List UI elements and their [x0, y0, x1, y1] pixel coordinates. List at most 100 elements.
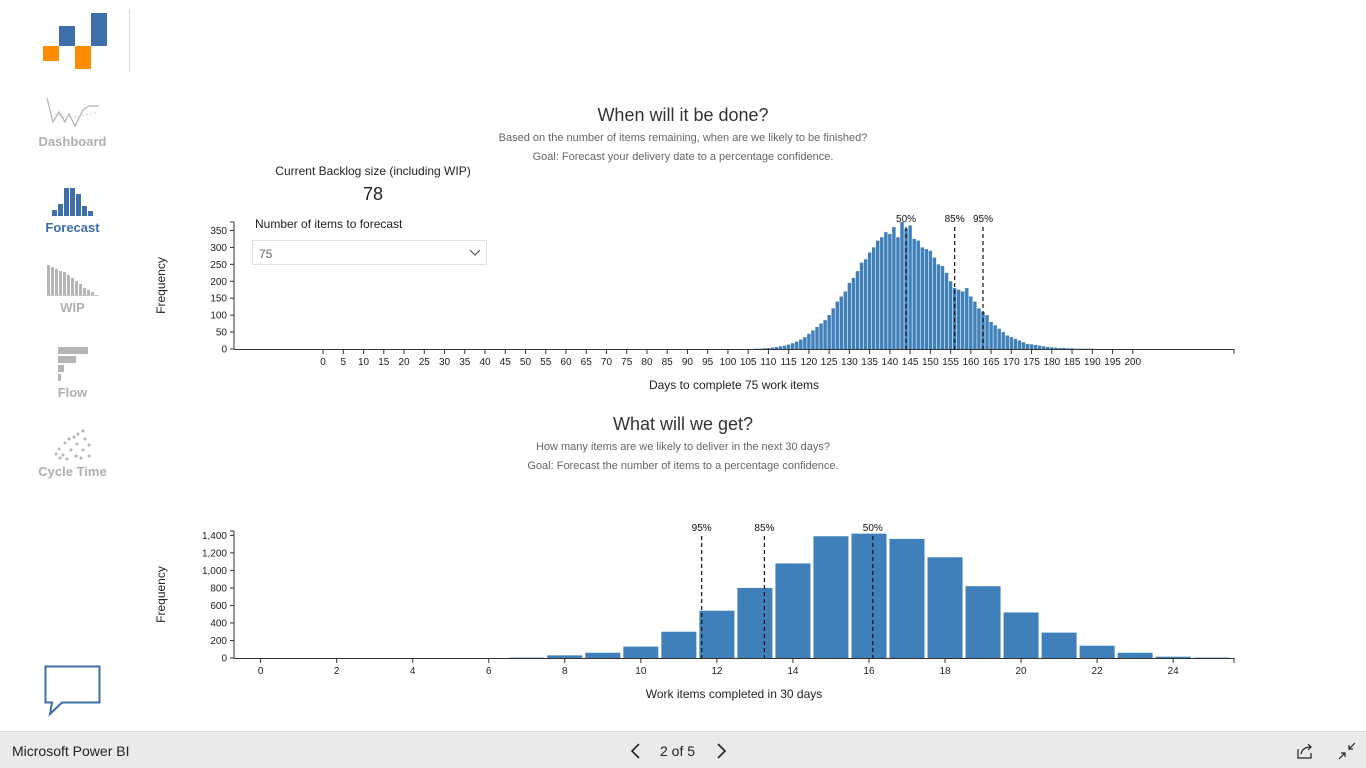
chart1-x-tick-label: 190 [1084, 357, 1101, 368]
chart1-bar [908, 225, 912, 349]
page-indicator: 2 of 5 [660, 743, 696, 759]
chart2-y-tick-label: 1,000 [202, 566, 227, 577]
next-page-button[interactable] [715, 742, 729, 760]
section1-goal: Goal: Forecast your delivery date to a p… [532, 151, 834, 163]
chart1-bar [1001, 332, 1005, 349]
chart1-x-tick-label: 200 [1124, 357, 1141, 368]
chart1-bar [912, 238, 916, 349]
nav-forecast-label: Forecast [45, 220, 100, 235]
comment-icon[interactable] [44, 665, 102, 717]
chart1-x-tick-label: 85 [662, 357, 674, 368]
bottom-bar: Microsoft Power BI 2 of 5 [0, 731, 1366, 768]
chart2-bar [547, 655, 583, 658]
section2-title: What will we get? [612, 414, 754, 434]
chart2-y-axis-label: Frequency [154, 566, 168, 623]
chart1-bar [782, 345, 787, 349]
chart1-bar [965, 288, 969, 349]
chart2-bar [1117, 652, 1153, 658]
chart1-bar [884, 232, 888, 349]
chart1-bar [944, 272, 949, 349]
items-to-forecast-dropdown[interactable]: 75 [252, 240, 487, 265]
chart1-x-tick-label: 45 [500, 357, 512, 368]
chart1-y-tick-label: 200 [210, 277, 227, 288]
nav-forecast[interactable]: Forecast [15, 186, 130, 235]
chart1-bar [1062, 347, 1066, 349]
chart1-percentile-label: 85% [945, 214, 965, 225]
chart1-x-tick-label: 155 [942, 357, 959, 368]
chart1-y-tick-label: 300 [210, 243, 227, 254]
exit-fullscreen-icon[interactable] [1338, 742, 1356, 760]
chart1-bar [997, 328, 1001, 349]
nav-flow[interactable]: Flow [15, 345, 130, 400]
chart1-y-axis-label: Frequency [154, 257, 168, 314]
section1-subtitle: Based on the number of items remaining, … [498, 132, 868, 144]
chart1-x-tick-label: 30 [439, 357, 451, 368]
chart1-bar [778, 346, 783, 349]
chart1-bar [786, 344, 791, 349]
chart1-x-tick-label: 160 [962, 357, 979, 368]
chart1-x-tick-label: 60 [560, 357, 572, 368]
chart2-bar [813, 536, 849, 658]
app-name: Microsoft Power BI [12, 743, 130, 759]
nav-flow-label: Flow [57, 385, 88, 400]
chart1-bar [1037, 345, 1042, 349]
chart1-bar [1046, 346, 1050, 349]
chart1-bar [1009, 337, 1014, 349]
chart1-bar [916, 240, 920, 349]
app-logo [43, 13, 107, 69]
chart2-bar [509, 657, 545, 659]
chart1-bar [932, 257, 937, 349]
chart1-bar [859, 262, 864, 349]
chart1-bar [790, 343, 795, 349]
chart1-x-tick-label: 80 [641, 357, 653, 368]
chart1-bar [758, 348, 763, 350]
chart2-bar [1041, 632, 1077, 658]
chart1-y-tick-label: 250 [210, 260, 227, 271]
chart1-bar [774, 346, 779, 349]
nav-dashboard[interactable]: Dashboard [15, 96, 130, 149]
chart1-bar [1041, 346, 1046, 349]
chart1-x-tick-label: 55 [540, 357, 552, 368]
section1-title: When will it be done? [597, 105, 769, 125]
chart1-bar [1021, 342, 1026, 349]
chart1-bar [969, 296, 973, 349]
chart2-bar [965, 586, 1001, 658]
chart2-bar [1079, 645, 1115, 658]
previous-page-button[interactable] [628, 742, 642, 760]
chart2-percentile-label: 85% [754, 523, 774, 534]
chart1-x-tick-label: 15 [378, 357, 390, 368]
nav-wip-label: WIP [60, 300, 85, 315]
chart1-bar [766, 347, 771, 349]
chart1-bar [1090, 348, 1095, 350]
chart1-y-tick-label: 0 [221, 345, 227, 356]
chart1-bar [811, 330, 815, 349]
share-icon[interactable] [1296, 742, 1314, 760]
chart2-x-tick-label: 20 [1016, 666, 1028, 677]
backlog-size-label: Current Backlog size (including WIP) [275, 164, 471, 178]
chart1-bar [1013, 338, 1018, 349]
chart1-bar [892, 227, 896, 349]
chart1-y-tick-label: 50 [216, 328, 228, 339]
chart1-bar [762, 348, 767, 349]
section2-subtitle: How many items are we likely to deliver … [535, 441, 831, 453]
chart1-bar [855, 271, 860, 349]
chart1-bar [1066, 348, 1070, 349]
chart2-bar [585, 652, 621, 658]
chart2-percentile-label: 50% [863, 523, 883, 534]
chart1-x-tick-label: 135 [861, 357, 878, 368]
chart1-bar [835, 301, 839, 349]
chart2-x-tick-label: 10 [635, 666, 647, 677]
chart2-bar [775, 563, 811, 658]
nav-cycle-time[interactable]: Cycle Time [15, 428, 130, 479]
nav-wip[interactable]: WIP [15, 264, 130, 315]
chart1-bar [936, 264, 941, 349]
chart2-x-tick-label: 18 [939, 666, 951, 677]
chart1-bar [973, 301, 977, 349]
chart1-x-tick-label: 115 [781, 357, 797, 368]
chart1-x-tick-label: 125 [821, 357, 838, 368]
chart2-bar [1193, 657, 1229, 659]
chart2-x-tick-label: 6 [486, 666, 492, 677]
chart1-bar [1070, 348, 1074, 349]
chart1-x-tick-label: 170 [1003, 357, 1020, 368]
chart2-x-tick-label: 4 [410, 666, 416, 677]
